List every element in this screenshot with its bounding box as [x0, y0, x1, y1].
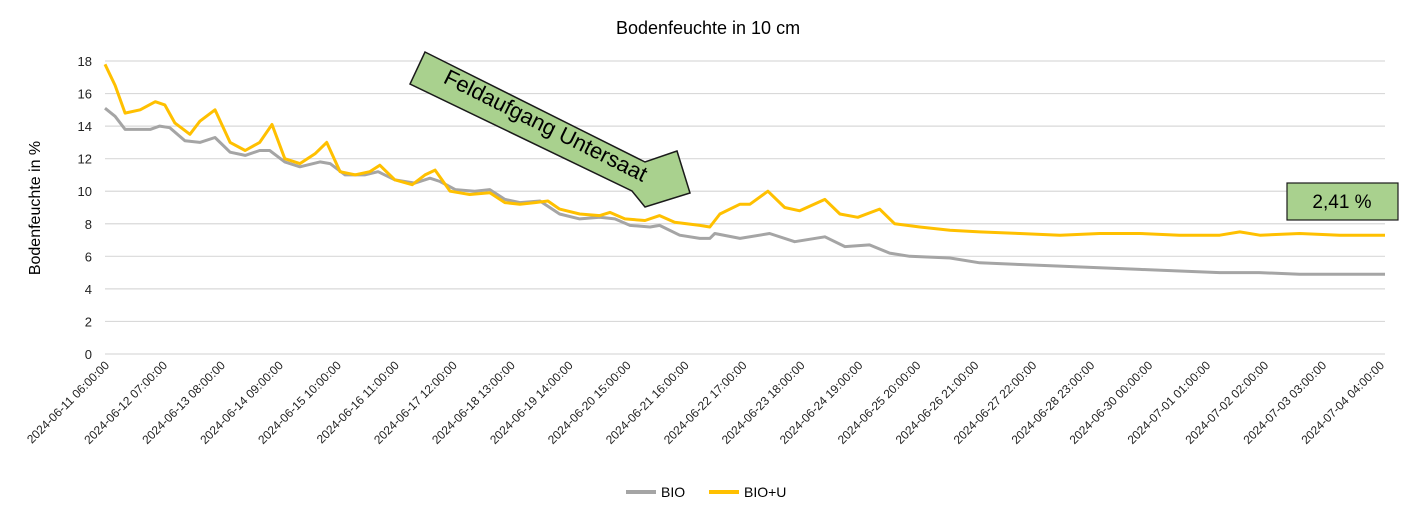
y-tick-label: 2 — [85, 314, 92, 329]
y-axis-label: Bodenfeuchte in % — [27, 141, 44, 275]
y-tick-label: 0 — [85, 347, 92, 362]
legend-label-bio-u: BIO+U — [744, 484, 786, 500]
y-tick-label: 8 — [85, 217, 92, 232]
y-tick-label: 16 — [78, 87, 92, 102]
value-box-annotation: 2,41 % — [1287, 183, 1398, 220]
series-lines — [105, 64, 1385, 274]
y-axis-ticks: 0 2 4 6 8 10 12 14 16 18 — [78, 54, 92, 362]
series-line-bio-plus-u — [105, 64, 1385, 235]
gridlines — [105, 61, 1385, 354]
y-tick-label: 14 — [78, 119, 92, 134]
y-tick-label: 4 — [85, 282, 92, 297]
legend: BIO BIO+U — [626, 484, 786, 500]
y-tick-label: 6 — [85, 249, 92, 264]
chart-title: Bodenfeuchte in 10 cm — [616, 18, 800, 38]
y-tick-label: 18 — [78, 54, 92, 69]
y-tick-label: 12 — [78, 152, 92, 167]
arrow-label: Feldaufgang Untersaat — [440, 64, 651, 186]
value-box-label: 2,41 % — [1312, 192, 1371, 213]
y-tick-label: 10 — [78, 184, 92, 199]
legend-label-bio: BIO — [661, 484, 685, 500]
feldaufgang-arrow-annotation: Feldaufgang Untersaat — [410, 52, 690, 207]
